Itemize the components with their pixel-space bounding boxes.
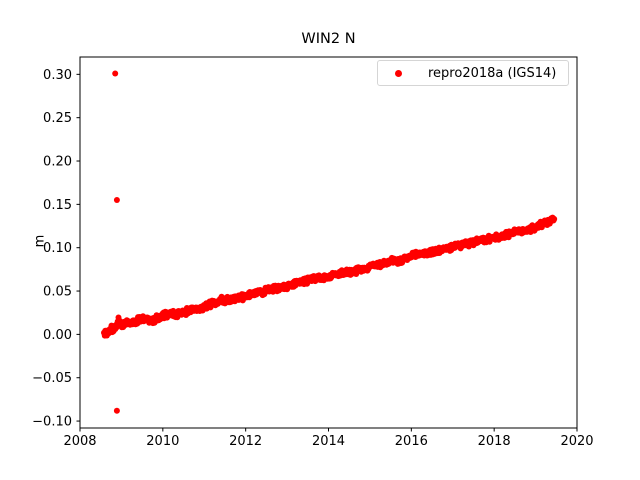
y-tick-label: 0.25 <box>43 111 72 126</box>
x-tick-label: 2012 <box>229 434 262 449</box>
y-tick-label: 0.05 <box>43 285 72 300</box>
outlier-point <box>113 197 120 203</box>
y-tick-label: 0.00 <box>43 328 72 343</box>
x-tick-label: 2016 <box>395 434 428 449</box>
legend-label: repro2018a (IGS14) <box>428 65 557 81</box>
y-tick-label: 0.15 <box>43 198 72 213</box>
axes-spines <box>79 56 578 429</box>
x-tick-label: 2010 <box>146 434 179 449</box>
outlier-point <box>112 70 119 77</box>
y-tick-label: 0.20 <box>43 155 72 170</box>
y-tick-label: 0.30 <box>43 68 72 83</box>
y-tick-label: 0.10 <box>43 241 72 256</box>
legend: repro2018a (IGS14) <box>377 60 569 86</box>
x-tick-label: 2018 <box>478 434 511 449</box>
data-points <box>101 70 558 414</box>
data-point <box>551 216 558 222</box>
x-tick-label: 2008 <box>63 434 96 449</box>
outlier-point <box>113 407 120 414</box>
y-tick-label: −0.05 <box>32 371 72 386</box>
chart-title: WIN2 N <box>301 31 356 47</box>
legend-marker-icon <box>395 69 402 77</box>
x-tick-label: 2014 <box>312 434 345 449</box>
y-tick-label: −0.10 <box>32 415 72 430</box>
x-tick-label: 2020 <box>560 434 593 449</box>
